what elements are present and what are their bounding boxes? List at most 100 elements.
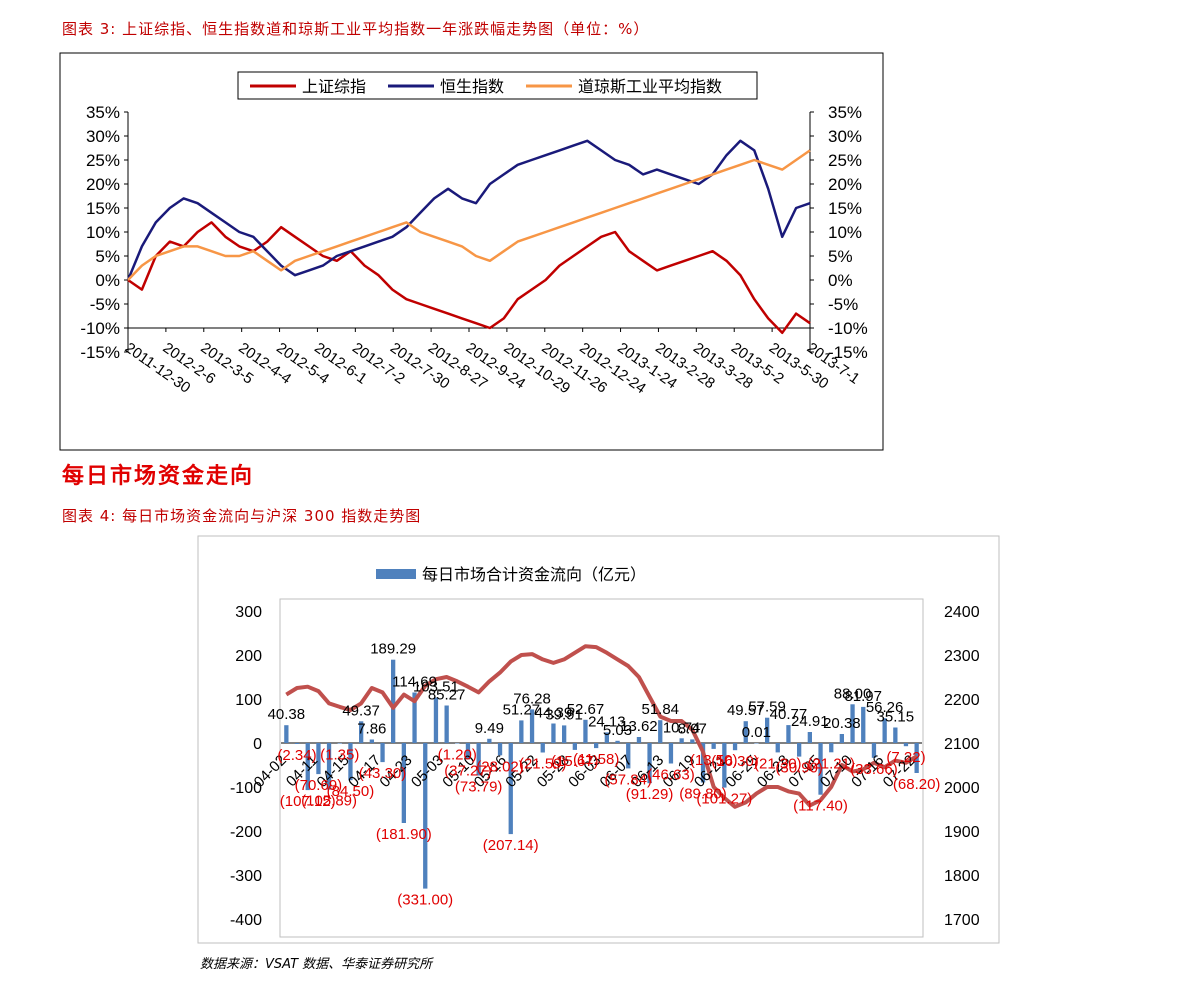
chart2-bar bbox=[679, 738, 684, 743]
chart2-data-label: 51.27 bbox=[503, 701, 541, 718]
chart2-left-tick-label: 0 bbox=[253, 736, 262, 753]
chart1-left-tick-label: 35% bbox=[86, 103, 120, 122]
chart2-data-label: (13.50) bbox=[690, 752, 738, 769]
chart2-data-label: (33.66) bbox=[850, 761, 898, 778]
chart2-data-label: 13.62 bbox=[620, 718, 658, 735]
chart2-bar bbox=[519, 720, 524, 743]
chart2-bar bbox=[829, 743, 834, 753]
chart2-bar bbox=[861, 706, 866, 743]
chart2-bar bbox=[380, 743, 385, 763]
chart1-right-tick-label: 20% bbox=[828, 175, 862, 194]
chart1-series-line-1 bbox=[126, 139, 811, 281]
chart2-bar bbox=[465, 743, 471, 760]
chart2-bar bbox=[636, 737, 642, 743]
chart2-left-tick-label: -300 bbox=[230, 868, 262, 885]
chart2-bar bbox=[775, 743, 780, 753]
chart1-right-tick-label: -10% bbox=[828, 319, 868, 338]
chart2-data-label: 10.74 bbox=[663, 719, 701, 736]
chart1-right-tick-label: 30% bbox=[828, 127, 862, 146]
chart1-legend-box bbox=[237, 71, 758, 100]
chart2-bar bbox=[476, 743, 481, 776]
chart2-right-tick-label: 2000 bbox=[944, 780, 980, 797]
chart1-right-ticks: 35% 30% 25% 20% 15% 10% 5% 0% -5% -10% -15% bbox=[828, 103, 868, 362]
chart1-left-tick-label: 25% bbox=[86, 151, 120, 170]
chart2-data-label: 5.03 bbox=[603, 722, 632, 739]
chart2-left-tick-label: -100 bbox=[230, 780, 262, 797]
chart2-bar bbox=[594, 743, 599, 749]
chart1-left-tick-label: 5% bbox=[95, 247, 120, 266]
chart2-data-label: (7.22) bbox=[886, 749, 925, 766]
chart2-data-label: 8.07 bbox=[678, 720, 707, 737]
chart1-series-line-0 bbox=[127, 221, 811, 335]
chart2-left-tick-label: -200 bbox=[230, 824, 262, 841]
chart2-bar bbox=[583, 719, 588, 743]
chart1-left-tick-label: 20% bbox=[86, 175, 120, 194]
chart2-data-label: 20.38 bbox=[823, 715, 861, 732]
chart2-data-label: (57.84) bbox=[604, 771, 652, 788]
chart2-data-labels: 40.38 (2.34) (107.12)(70.69)(105.89) (1.35)… bbox=[268, 641, 941, 909]
chart2-data-label: 81.97 bbox=[844, 688, 882, 705]
chart2-bar bbox=[882, 718, 887, 743]
chart2-data-label: 114.69 bbox=[392, 674, 437, 691]
chart2-data-label: (84.50) bbox=[327, 783, 375, 800]
chart1-axes bbox=[124, 111, 814, 353]
chart1-left-tick-label: 15% bbox=[86, 199, 120, 218]
chart2-left-tick-label: 300 bbox=[235, 604, 262, 621]
chart2-data-label: (30.90) bbox=[775, 760, 823, 777]
chart2-data-label: (89.80) bbox=[679, 786, 727, 803]
chart1-right-tick-label: 35% bbox=[828, 103, 862, 122]
chart2-data-label: 40.77 bbox=[770, 706, 808, 723]
chart2-right-tick-label: 2400 bbox=[944, 604, 980, 621]
chart2-bar bbox=[572, 743, 577, 750]
chart2-bar bbox=[391, 659, 396, 743]
chart2-data-label: (21.30) bbox=[754, 755, 802, 772]
chart2-bar bbox=[850, 704, 855, 743]
chart2-bar bbox=[743, 721, 748, 743]
chart2-bar bbox=[871, 743, 877, 758]
chart1-left-tick-label: -5% bbox=[90, 295, 120, 314]
chart2-bar bbox=[647, 743, 652, 784]
chart2-bar bbox=[284, 725, 289, 743]
chart2-bar bbox=[540, 743, 545, 753]
chart1-series-line-2 bbox=[127, 149, 811, 281]
data-source-note: 数据来源：VSAT 数据、华泰证券研究所 bbox=[200, 957, 433, 972]
chart2-right-tick-label: 2200 bbox=[944, 692, 980, 709]
chart2-data-label: (28.02) bbox=[476, 758, 524, 775]
chart2-data-label: 40.38 bbox=[268, 706, 306, 723]
chart2-bar bbox=[668, 743, 674, 764]
chart2-data-label: (21.59) bbox=[519, 755, 567, 772]
chart2-data-label: 51.84 bbox=[641, 701, 679, 718]
chart2-bar bbox=[348, 743, 353, 781]
chart2-data-label: 57.59 bbox=[748, 699, 786, 716]
chart2-bar bbox=[326, 743, 332, 790]
chart2-data-label: 52.67 bbox=[567, 701, 605, 718]
chart2-bar bbox=[337, 743, 342, 744]
chart2-data-label: (43.30) bbox=[359, 765, 407, 782]
legend-label-shangzheng: 上证综指 bbox=[302, 77, 366, 96]
chart2-data-label: (181.90) bbox=[376, 826, 432, 843]
chart2-right-tick-label: 1700 bbox=[944, 912, 980, 929]
chart2-bar bbox=[754, 743, 759, 744]
chart2-bar bbox=[893, 727, 898, 743]
chart2-bar bbox=[626, 743, 631, 769]
chart2-bar bbox=[369, 739, 374, 743]
chart1-right-tick-label: 0% bbox=[828, 271, 853, 290]
chart2-data-label: 49.37 bbox=[342, 702, 380, 719]
chart2-bars bbox=[284, 659, 919, 889]
chart2-data-label: (331.00) bbox=[397, 892, 453, 909]
chart2-data-label: (91.29) bbox=[626, 786, 674, 803]
chart2-data-label: 76.28 bbox=[513, 690, 551, 707]
chart2-bar bbox=[401, 743, 406, 823]
chart2-data-label: 24.91 bbox=[791, 713, 829, 730]
chart2-data-label: 0.01 bbox=[742, 724, 771, 741]
legend-label-hengsheng: 恒生指数 bbox=[440, 77, 504, 96]
chart2-left-tick-label: 100 bbox=[235, 692, 262, 709]
chart2-data-label: 9.49 bbox=[475, 720, 504, 737]
chart1-left-ticks: 35% 30% 25% 20% 15% 10% 5% 0% -5% -10% -15% bbox=[80, 103, 120, 362]
chart2-data-label: (15.67) bbox=[551, 753, 599, 770]
chart2-bar bbox=[615, 740, 620, 743]
chart2-bar bbox=[551, 723, 556, 743]
chart2-bar bbox=[711, 743, 716, 749]
chart2-bar bbox=[797, 743, 802, 757]
chart2-data-label: 7.86 bbox=[357, 721, 386, 738]
